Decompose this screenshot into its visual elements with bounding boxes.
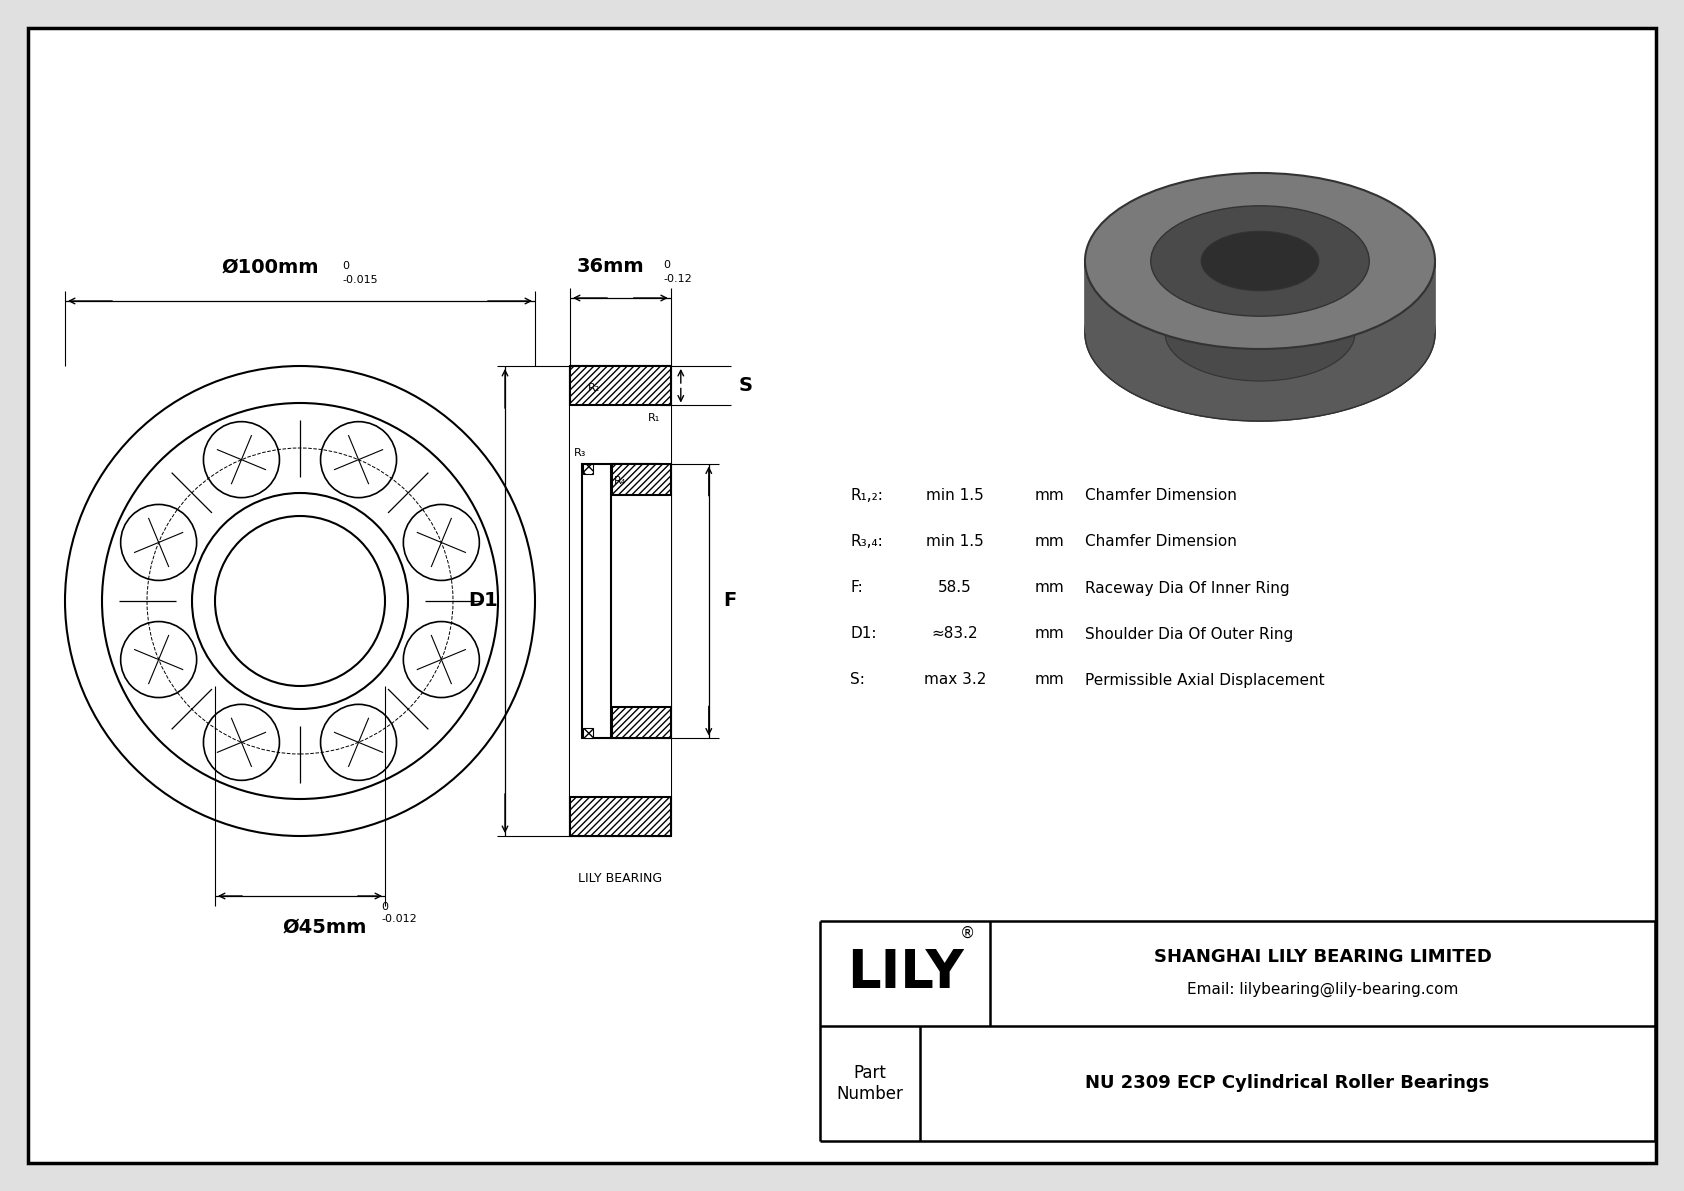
Text: F:: F: [850,580,862,596]
Text: Raceway Dia Of Inner Ring: Raceway Dia Of Inner Ring [1084,580,1290,596]
Text: mm: mm [1036,488,1064,504]
Bar [583,463,593,474]
Text: R₂: R₂ [588,384,600,393]
Text: mm: mm [1036,580,1064,596]
Bar [583,463,611,738]
Bar [611,463,670,495]
Text: 0: 0 [381,902,387,912]
Text: Shoulder Dia Of Outer Ring: Shoulder Dia Of Outer Ring [1084,626,1293,642]
FancyBboxPatch shape [29,29,1655,1162]
Text: max 3.2: max 3.2 [925,673,987,687]
Text: mm: mm [1036,673,1064,687]
Text: Chamfer Dimension: Chamfer Dimension [1084,488,1236,504]
Text: LILY: LILY [847,948,963,999]
Bar [569,405,670,797]
Ellipse shape [1084,245,1435,420]
Ellipse shape [1150,206,1369,316]
Text: R₁: R₁ [648,413,660,424]
Text: 36mm: 36mm [576,257,645,276]
Text: mm: mm [1036,626,1064,642]
Text: Ø100mm: Ø100mm [221,258,318,278]
Text: F: F [722,592,736,611]
Ellipse shape [1201,231,1319,291]
Text: R₃: R₃ [574,448,586,457]
Bar [583,729,593,738]
Text: -0.015: -0.015 [342,275,377,285]
Text: -0.012: -0.012 [381,913,416,924]
Bar [611,706,670,738]
Text: D1:: D1: [850,626,876,642]
Polygon shape [1165,261,1356,381]
Text: min 1.5: min 1.5 [926,535,983,549]
Text: Email: lilybearing@lily-bearing.com: Email: lilybearing@lily-bearing.com [1187,981,1458,997]
Bar [611,463,670,738]
Text: 0: 0 [663,260,670,270]
Text: Chamfer Dimension: Chamfer Dimension [1084,535,1236,549]
Text: 0: 0 [342,261,349,272]
Text: min 1.5: min 1.5 [926,488,983,504]
Text: R₃,₄:: R₃,₄: [850,535,882,549]
Text: -0.12: -0.12 [663,274,692,283]
Text: S: S [739,376,753,395]
Text: R₁,₂:: R₁,₂: [850,488,882,504]
Text: NU 2309 ECP Cylindrical Roller Bearings: NU 2309 ECP Cylindrical Roller Bearings [1086,1074,1490,1092]
Polygon shape [1084,261,1086,333]
Text: SHANGHAI LILY BEARING LIMITED: SHANGHAI LILY BEARING LIMITED [1154,948,1492,967]
Text: S:: S: [850,673,866,687]
Text: LILY BEARING: LILY BEARING [578,872,662,885]
Text: Permissible Axial Displacement: Permissible Axial Displacement [1084,673,1325,687]
Text: ≈83.2: ≈83.2 [931,626,978,642]
Text: ®: ® [960,925,975,941]
Text: Ø45mm: Ø45mm [283,918,367,937]
Polygon shape [1433,261,1435,333]
Bar [569,366,670,405]
Text: mm: mm [1036,535,1064,549]
Text: 58.5: 58.5 [938,580,972,596]
Text: D1: D1 [468,592,498,611]
Text: R₄: R₄ [615,475,626,486]
Ellipse shape [1084,173,1435,349]
Bar [569,797,670,836]
Text: Part
Number: Part Number [837,1064,903,1103]
Polygon shape [1084,261,1435,420]
